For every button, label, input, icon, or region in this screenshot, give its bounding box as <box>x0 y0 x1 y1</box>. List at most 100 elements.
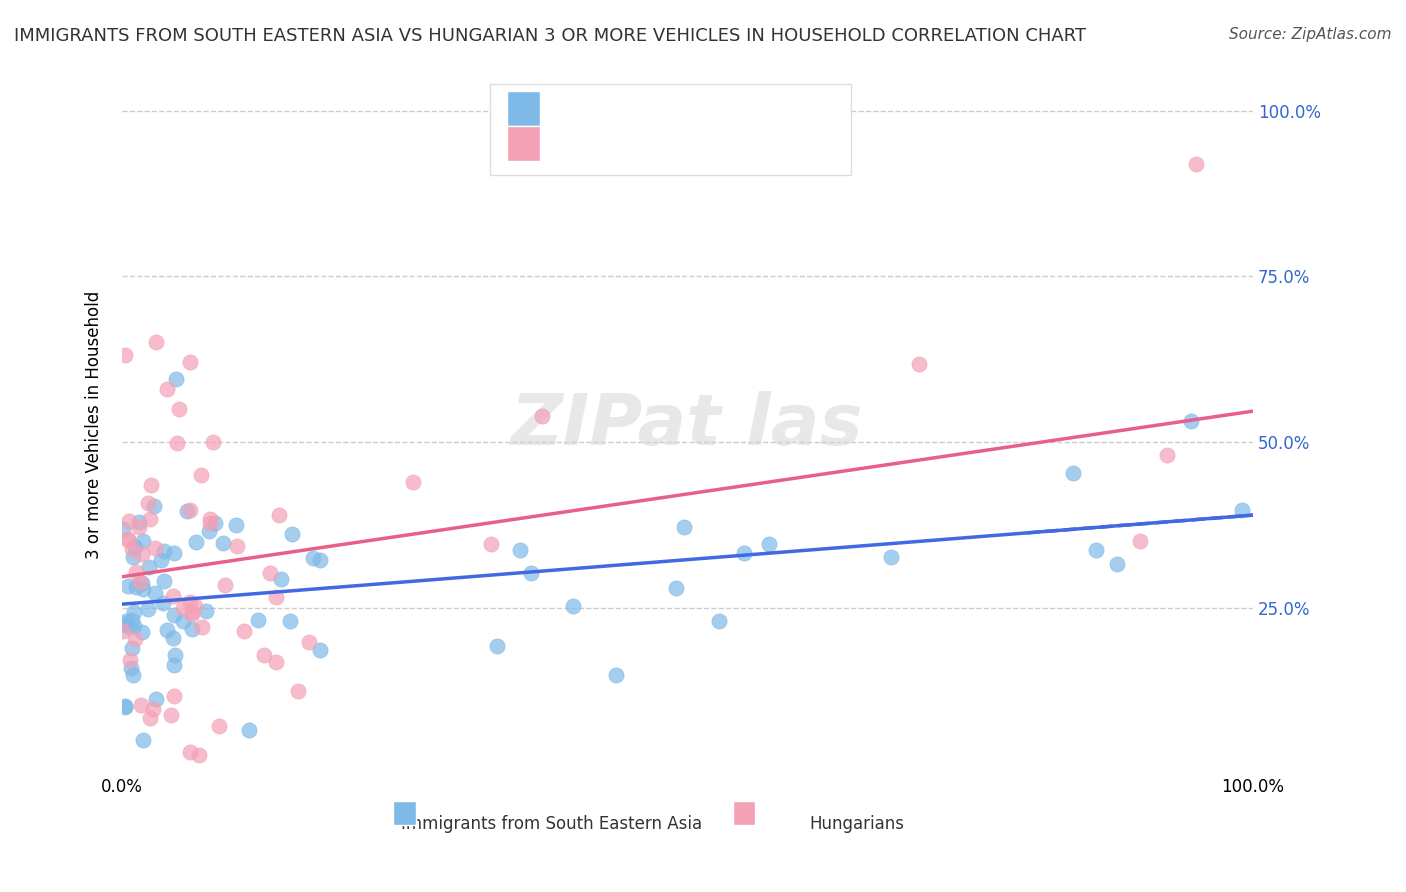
Point <box>561 599 583 613</box>
Point <box>253 648 276 662</box>
Point <box>226 539 249 553</box>
Point <box>128 515 150 529</box>
Point <box>278 614 301 628</box>
Point <box>1185 156 1208 170</box>
Point <box>214 578 236 592</box>
Point <box>131 547 153 561</box>
Point <box>131 582 153 596</box>
Point <box>200 512 222 526</box>
Point <box>190 468 212 483</box>
Point <box>156 623 179 637</box>
Point <box>184 599 207 614</box>
Point <box>301 550 323 565</box>
Point <box>162 589 184 603</box>
Point <box>1156 448 1178 462</box>
Point <box>172 615 194 629</box>
Point <box>176 504 198 518</box>
Point <box>141 478 163 492</box>
Point <box>139 512 162 526</box>
Text: IMMIGRANTS FROM SOUTH EASTERN ASIA VS HUNGARIAN 3 OR MORE VEHICLES IN HOUSEHOLD : IMMIGRANTS FROM SOUTH EASTERN ASIA VS HU… <box>14 27 1087 45</box>
Point <box>121 550 143 565</box>
Point <box>880 550 903 565</box>
Point <box>246 613 269 627</box>
Point <box>212 536 235 550</box>
Point <box>143 541 166 556</box>
Point <box>162 632 184 646</box>
Point <box>143 499 166 513</box>
Point <box>259 566 281 580</box>
Point <box>163 689 186 703</box>
Text: R = 0.355: R = 0.355 <box>562 105 669 124</box>
Text: Hungarians: Hungarians <box>810 815 904 833</box>
Point <box>208 719 231 733</box>
Point <box>298 634 321 648</box>
Point <box>665 581 688 595</box>
Point <box>908 357 931 371</box>
Text: N = 62: N = 62 <box>710 140 783 159</box>
Point <box>136 496 159 510</box>
Point <box>401 475 423 489</box>
Point <box>520 566 543 580</box>
Point <box>166 436 188 450</box>
Point <box>190 620 212 634</box>
Point <box>152 596 174 610</box>
Point <box>124 540 146 554</box>
Point <box>143 586 166 600</box>
Text: Immigrants from South Eastern Asia: Immigrants from South Eastern Asia <box>401 815 703 833</box>
Point <box>145 691 167 706</box>
Point <box>486 639 509 653</box>
Point <box>114 700 136 714</box>
Point <box>121 541 143 556</box>
Point <box>114 348 136 362</box>
Point <box>124 580 146 594</box>
Point <box>509 543 531 558</box>
Point <box>163 648 186 663</box>
Point <box>479 537 502 551</box>
Text: R = 0.310: R = 0.310 <box>562 140 669 159</box>
Point <box>238 723 260 738</box>
Point <box>179 745 201 759</box>
Point <box>122 668 145 682</box>
Point <box>163 607 186 622</box>
Point <box>186 534 208 549</box>
Point <box>172 601 194 615</box>
Point <box>1180 413 1202 427</box>
FancyBboxPatch shape <box>733 801 755 825</box>
Point <box>112 522 135 536</box>
Point <box>165 372 187 386</box>
Point <box>142 701 165 715</box>
Point <box>1085 542 1108 557</box>
Point <box>281 526 304 541</box>
Point <box>128 520 150 534</box>
Point <box>129 575 152 590</box>
Point <box>309 642 332 657</box>
Point <box>195 604 218 618</box>
Point <box>1062 466 1084 480</box>
Point <box>118 620 141 634</box>
Y-axis label: 3 or more Vehicles in Household: 3 or more Vehicles in Household <box>86 291 103 559</box>
Point <box>733 546 755 560</box>
Point <box>204 516 226 530</box>
Point <box>1129 534 1152 549</box>
Point <box>266 655 288 669</box>
Text: ZIPat las: ZIPat las <box>512 391 863 459</box>
Point <box>125 565 148 579</box>
Point <box>225 517 247 532</box>
Point <box>115 614 138 628</box>
Point <box>156 382 179 396</box>
Point <box>180 607 202 621</box>
Point <box>138 559 160 574</box>
Point <box>270 572 292 586</box>
Point <box>118 514 141 528</box>
Point <box>124 632 146 646</box>
Point <box>112 617 135 632</box>
Point <box>198 524 221 538</box>
FancyBboxPatch shape <box>506 91 540 126</box>
Point <box>605 668 627 682</box>
Point <box>117 579 139 593</box>
Point <box>181 605 204 619</box>
Point <box>179 595 201 609</box>
Point <box>198 516 221 530</box>
Point <box>287 683 309 698</box>
Point <box>120 661 142 675</box>
